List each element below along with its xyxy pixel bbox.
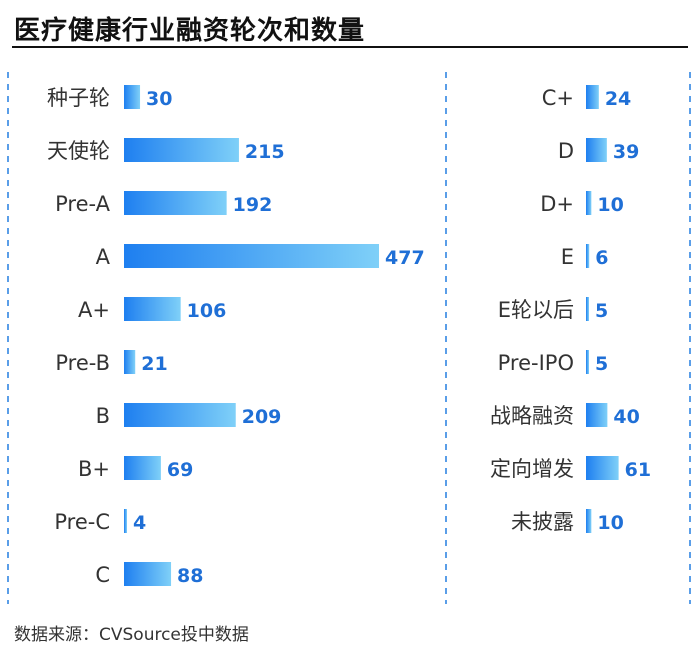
bar [124,403,236,427]
bar [586,509,592,533]
category-label: D [558,139,574,163]
bar [124,456,161,480]
value-label: 39 [613,141,639,163]
category-label: C+ [542,86,574,110]
bar [124,509,127,533]
value-label: 40 [613,406,639,428]
category-label: C [95,563,110,587]
value-label: 69 [167,459,193,481]
category-label: D+ [540,192,574,216]
category-label: A [96,245,111,269]
bar [586,191,592,215]
category-label: 定向增发 [490,457,574,481]
bar [124,85,141,109]
bar [124,244,379,268]
category-label: E轮以后 [498,298,574,322]
category-label: A+ [78,298,110,322]
value-label: 88 [177,565,203,587]
bar [586,244,590,268]
value-label: 30 [146,88,172,110]
value-label: 215 [245,141,285,163]
data-source: 数据来源：CVSource投中数据 [14,625,249,645]
value-label: 6 [595,247,608,269]
value-label: 5 [595,300,608,322]
category-label: B+ [78,457,110,481]
category-label: Pre-B [55,351,110,375]
bar [124,191,227,215]
bar [124,297,181,321]
value-label: 209 [242,406,282,428]
category-label: B [96,404,110,428]
bar [586,403,608,427]
value-label: 4 [133,512,146,534]
value-label: 10 [597,194,623,216]
category-label: E [561,245,574,269]
category-label: 种子轮 [47,86,110,110]
title-bar: 医疗健康行业融资轮次和数量 [12,6,688,48]
category-label: 天使轮 [47,139,110,163]
value-label: 10 [597,512,623,534]
bar [586,297,589,321]
value-label: 192 [233,194,273,216]
value-label: 106 [187,300,227,322]
bar [586,350,589,374]
category-label: 未披露 [511,510,574,534]
bar [586,456,619,480]
category-label: 战略融资 [490,404,574,428]
bar [124,138,239,162]
bar [586,138,607,162]
category-label: Pre-A [55,192,111,216]
value-label: 477 [385,247,425,269]
value-label: 21 [141,353,167,375]
chart-title: 医疗健康行业融资轮次和数量 [14,16,366,46]
category-label: Pre-C [54,510,110,534]
category-label: Pre-IPO [498,351,574,375]
bar [124,562,172,586]
value-label: 5 [595,353,608,375]
bar [124,350,136,374]
value-label: 61 [625,459,651,481]
bar [586,85,599,109]
value-label: 24 [605,88,631,110]
